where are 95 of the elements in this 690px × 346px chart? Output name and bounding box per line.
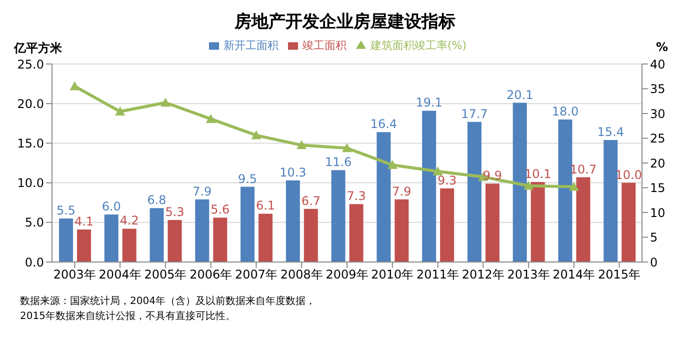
data-label: 4.1 — [74, 214, 94, 229]
x-tick-label: 2015年 — [598, 268, 641, 282]
bar — [440, 188, 454, 262]
data-label: 20.1 — [506, 88, 534, 102]
point — [568, 182, 579, 191]
data-label: 16.4 — [370, 117, 398, 132]
bar — [331, 170, 346, 262]
data-label: 6.1 — [256, 198, 276, 213]
bar — [122, 228, 136, 262]
legend-label: 竣工面积 — [302, 39, 346, 52]
bar — [286, 180, 300, 262]
y-tick-label: 15.0 — [17, 136, 44, 150]
x-tick-label: 2005年 — [144, 268, 187, 282]
x-tick-label: 2009年 — [326, 268, 368, 282]
data-label: 5.6 — [210, 202, 230, 217]
data-label: 6.7 — [301, 194, 320, 208]
point — [206, 114, 216, 123]
bar — [394, 199, 409, 262]
bar — [213, 218, 228, 262]
data-label: 15.4 — [597, 125, 624, 140]
y2-tick-label: 10 — [650, 206, 666, 220]
point — [70, 81, 80, 90]
data-label: 17.7 — [461, 106, 488, 121]
data-label: 11.6 — [324, 155, 352, 170]
y2-axis-title: % — [656, 40, 668, 54]
x-tick-label: 2010年 — [371, 268, 414, 282]
point — [115, 106, 126, 116]
data-label: 7.3 — [346, 189, 366, 204]
point — [387, 160, 398, 169]
y2-tick-label: 0 — [650, 255, 658, 270]
x-tick-label: 2008年 — [280, 268, 323, 282]
point — [296, 140, 307, 150]
x-tick-label: 2014年 — [552, 268, 596, 282]
y2-tick-label: 25 — [650, 132, 666, 146]
data-label: 10.3 — [280, 165, 306, 180]
bar — [258, 214, 273, 262]
source-note: 数据来源：国家统计局，2004年（含）及以前数据来自年度数据， — [20, 294, 316, 309]
point — [342, 143, 352, 152]
bar — [77, 230, 91, 262]
bar — [349, 204, 364, 262]
bar — [467, 122, 482, 262]
data-label: 5.5 — [56, 203, 76, 218]
y2-tick-label: 30 — [650, 106, 666, 121]
bar — [376, 132, 391, 262]
x-tick-label: 2006年 — [190, 268, 232, 282]
x-tick-label: 2007年 — [234, 268, 278, 282]
bar — [485, 184, 500, 262]
y-tick-label: 20.0 — [17, 96, 44, 111]
y-tick-label: 10.0 — [17, 176, 44, 190]
bar — [59, 218, 73, 262]
legend-label: 新开工面积 — [223, 39, 278, 52]
bar — [150, 208, 164, 262]
bar — [304, 208, 318, 262]
point — [524, 180, 534, 190]
point — [432, 166, 443, 176]
bar — [512, 102, 527, 262]
x-tick-label: 2011年 — [416, 268, 460, 282]
y-axis-title: 亿平方米 — [14, 40, 62, 57]
x-tick-label: 2003年 — [53, 268, 96, 282]
data-label: 19.1 — [416, 96, 442, 110]
bar — [168, 220, 182, 262]
y-tick-label: 0.0 — [24, 255, 44, 270]
data-label: 6.0 — [102, 199, 121, 214]
x-tick-label: 2013年 — [507, 268, 550, 282]
bar — [604, 140, 618, 262]
data-label: 9.5 — [238, 172, 258, 186]
y2-tick-label: 5 — [650, 230, 658, 245]
text: 2015年数据来自统计公报，不具有直接可比性。 — [20, 310, 236, 324]
chart-title: 房地产开发企业房屋建设指标 — [233, 11, 456, 34]
bar — [576, 177, 590, 262]
data-label: 7.9 — [192, 184, 212, 198]
data-label: 18.0 — [552, 104, 579, 118]
x-tick-label: 2012年 — [462, 268, 504, 282]
legend-label: 建筑面积竣工率(%) — [370, 39, 467, 52]
x-tick-label: 2004年 — [98, 268, 142, 282]
bar — [104, 214, 118, 262]
point — [251, 130, 262, 140]
y2-tick-label: 20 — [650, 156, 666, 170]
bar — [422, 110, 436, 262]
y2-tick-label: 40 — [650, 57, 666, 72]
data-label: 9.3 — [438, 173, 457, 188]
bar — [240, 186, 255, 262]
data-label: 6.8 — [147, 193, 166, 208]
bar — [195, 199, 210, 262]
bar — [622, 182, 636, 262]
data-label: 7.9 — [392, 184, 412, 198]
y2-tick-label: 15 — [650, 181, 666, 196]
bar — [530, 182, 545, 262]
data-label: 4.2 — [120, 214, 139, 228]
y-tick-label: 5.0 — [24, 216, 44, 230]
data-label: 5.3 — [165, 205, 184, 220]
bar — [558, 119, 572, 262]
y2-tick-label: 35 — [650, 82, 666, 96]
y-tick-label: 25.0 — [17, 57, 44, 72]
point — [160, 98, 170, 107]
